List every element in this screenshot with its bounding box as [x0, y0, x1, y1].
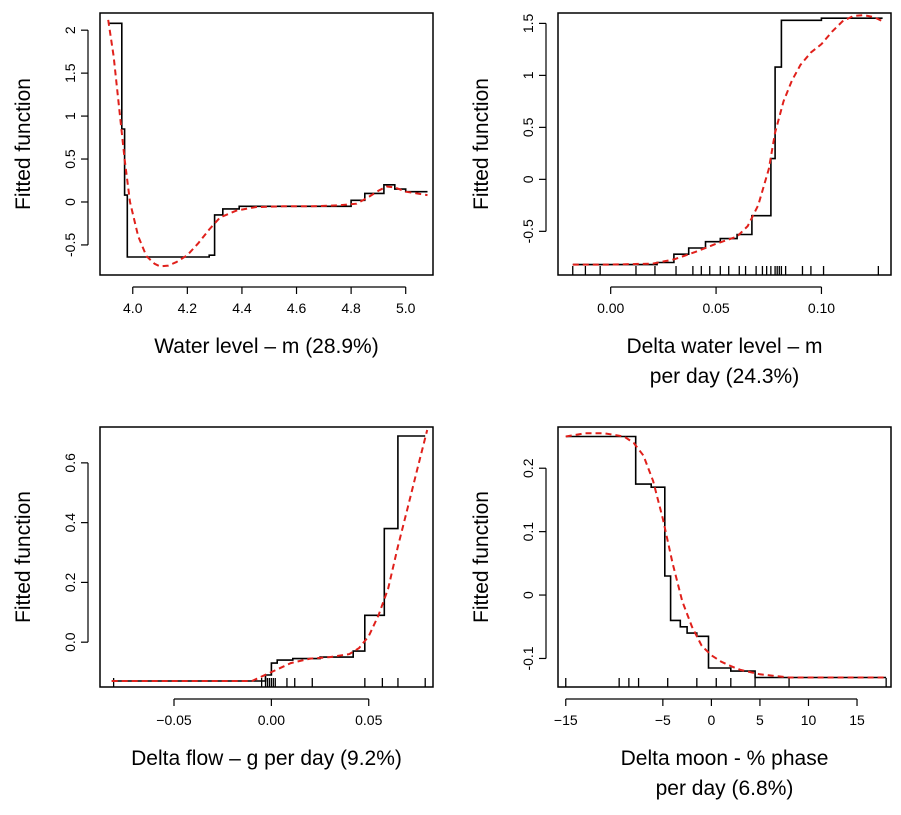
smoothed-fit-line — [111, 429, 429, 682]
smoothed-fit-line — [107, 19, 428, 268]
x-tick-label: 0 — [707, 712, 715, 728]
x-tick-label: 15 — [849, 712, 865, 728]
y-tick-label: 0.2 — [62, 572, 78, 592]
x-axis-title: per day (24.3%) — [650, 365, 799, 388]
y-tick-label: 0 — [520, 175, 536, 183]
step-function-line — [572, 17, 883, 266]
y-tick-label: 0.0 — [62, 632, 78, 652]
x-tick-label: 0.00 — [597, 300, 624, 316]
y-axis-title: Fitted function — [12, 491, 35, 623]
x-axis-title: Water level – m (28.9%) — [154, 335, 378, 358]
x-tick-label: 4.6 — [287, 300, 307, 316]
y-tick-label: 0.5 — [520, 117, 536, 137]
smoothed-fit-line — [572, 14, 884, 266]
y-axis-title: Fitted function — [12, 78, 35, 210]
x-axis-title: Delta flow – g per day (9.2%) — [131, 747, 402, 770]
x-axis-title: per day (6.8%) — [656, 777, 794, 800]
x-tick-label: 0.05 — [702, 300, 729, 316]
x-tick-label: 0.10 — [808, 300, 835, 316]
y-tick-label: 1 — [62, 112, 78, 120]
chart-panel-top-right: 0.00 0.05 0.10 -0.5 0 0.5 1 1.5 Fitted function D… — [470, 12, 892, 388]
y-tick-label: 0.6 — [62, 453, 78, 473]
plot-frame — [99, 12, 434, 276]
y-tick-label: 0 — [520, 591, 536, 599]
smoothed-fit-line — [565, 432, 887, 679]
y-tick-label: 0 — [62, 198, 78, 206]
y-axis-title: Fitted function — [470, 78, 493, 210]
x-tick-label: 0.00 — [258, 712, 285, 728]
x-tick-label: −15 — [554, 712, 578, 728]
step-function-line — [108, 22, 428, 258]
y-tick-label: -0.1 — [520, 646, 536, 670]
y-tick-label: 1.5 — [520, 13, 536, 33]
x-tick-label: 5.0 — [396, 300, 416, 316]
x-axis-title: Delta moon - % phase — [621, 747, 829, 770]
x-axis-title: Delta water level – m — [626, 335, 822, 358]
x-tick-label: 4.4 — [232, 300, 252, 316]
y-axis-title: Fitted function — [470, 491, 493, 623]
x-tick-label: 0.05 — [355, 712, 382, 728]
chart-panel-top-left: 4.0 4.2 4.4 4.6 4.8 5.0 -0.5 0 0.5 1 1.5 2 Fitted fu… — [12, 12, 434, 358]
y-tick-label: 1 — [520, 71, 536, 79]
plot-frame — [557, 426, 892, 688]
step-function-line — [565, 435, 887, 679]
y-tick-label: -0.5 — [62, 233, 78, 257]
plot-frame — [99, 426, 434, 688]
x-tick-label: 5 — [756, 712, 764, 728]
y-tick-label: 2 — [62, 26, 78, 34]
y-tick-label: 0.5 — [62, 149, 78, 169]
y-tick-label: -0.5 — [520, 219, 536, 243]
x-tick-label: −0.05 — [156, 712, 192, 728]
y-tick-label: 0.2 — [520, 458, 536, 478]
y-tick-label: 0.1 — [520, 522, 536, 542]
x-tick-label: −5 — [655, 712, 671, 728]
x-tick-label: 4.2 — [178, 300, 198, 316]
y-tick-label: 1.5 — [62, 63, 78, 83]
x-tick-label: 4.0 — [123, 300, 143, 316]
x-tick-label: 4.8 — [341, 300, 361, 316]
chart-panel-bottom-right: −15 −5 0 5 10 15 -0.1 0 0.1 0.2 Fitted function Del… — [470, 426, 892, 800]
plot-frame — [557, 12, 892, 276]
step-function-line — [111, 435, 426, 682]
y-tick-label: 0.4 — [62, 513, 78, 533]
chart-panel-bottom-left: −0.05 0.00 0.05 0.0 0.2 0.4 0.6 Fitted function… — [12, 426, 434, 770]
x-tick-label: 10 — [801, 712, 817, 728]
